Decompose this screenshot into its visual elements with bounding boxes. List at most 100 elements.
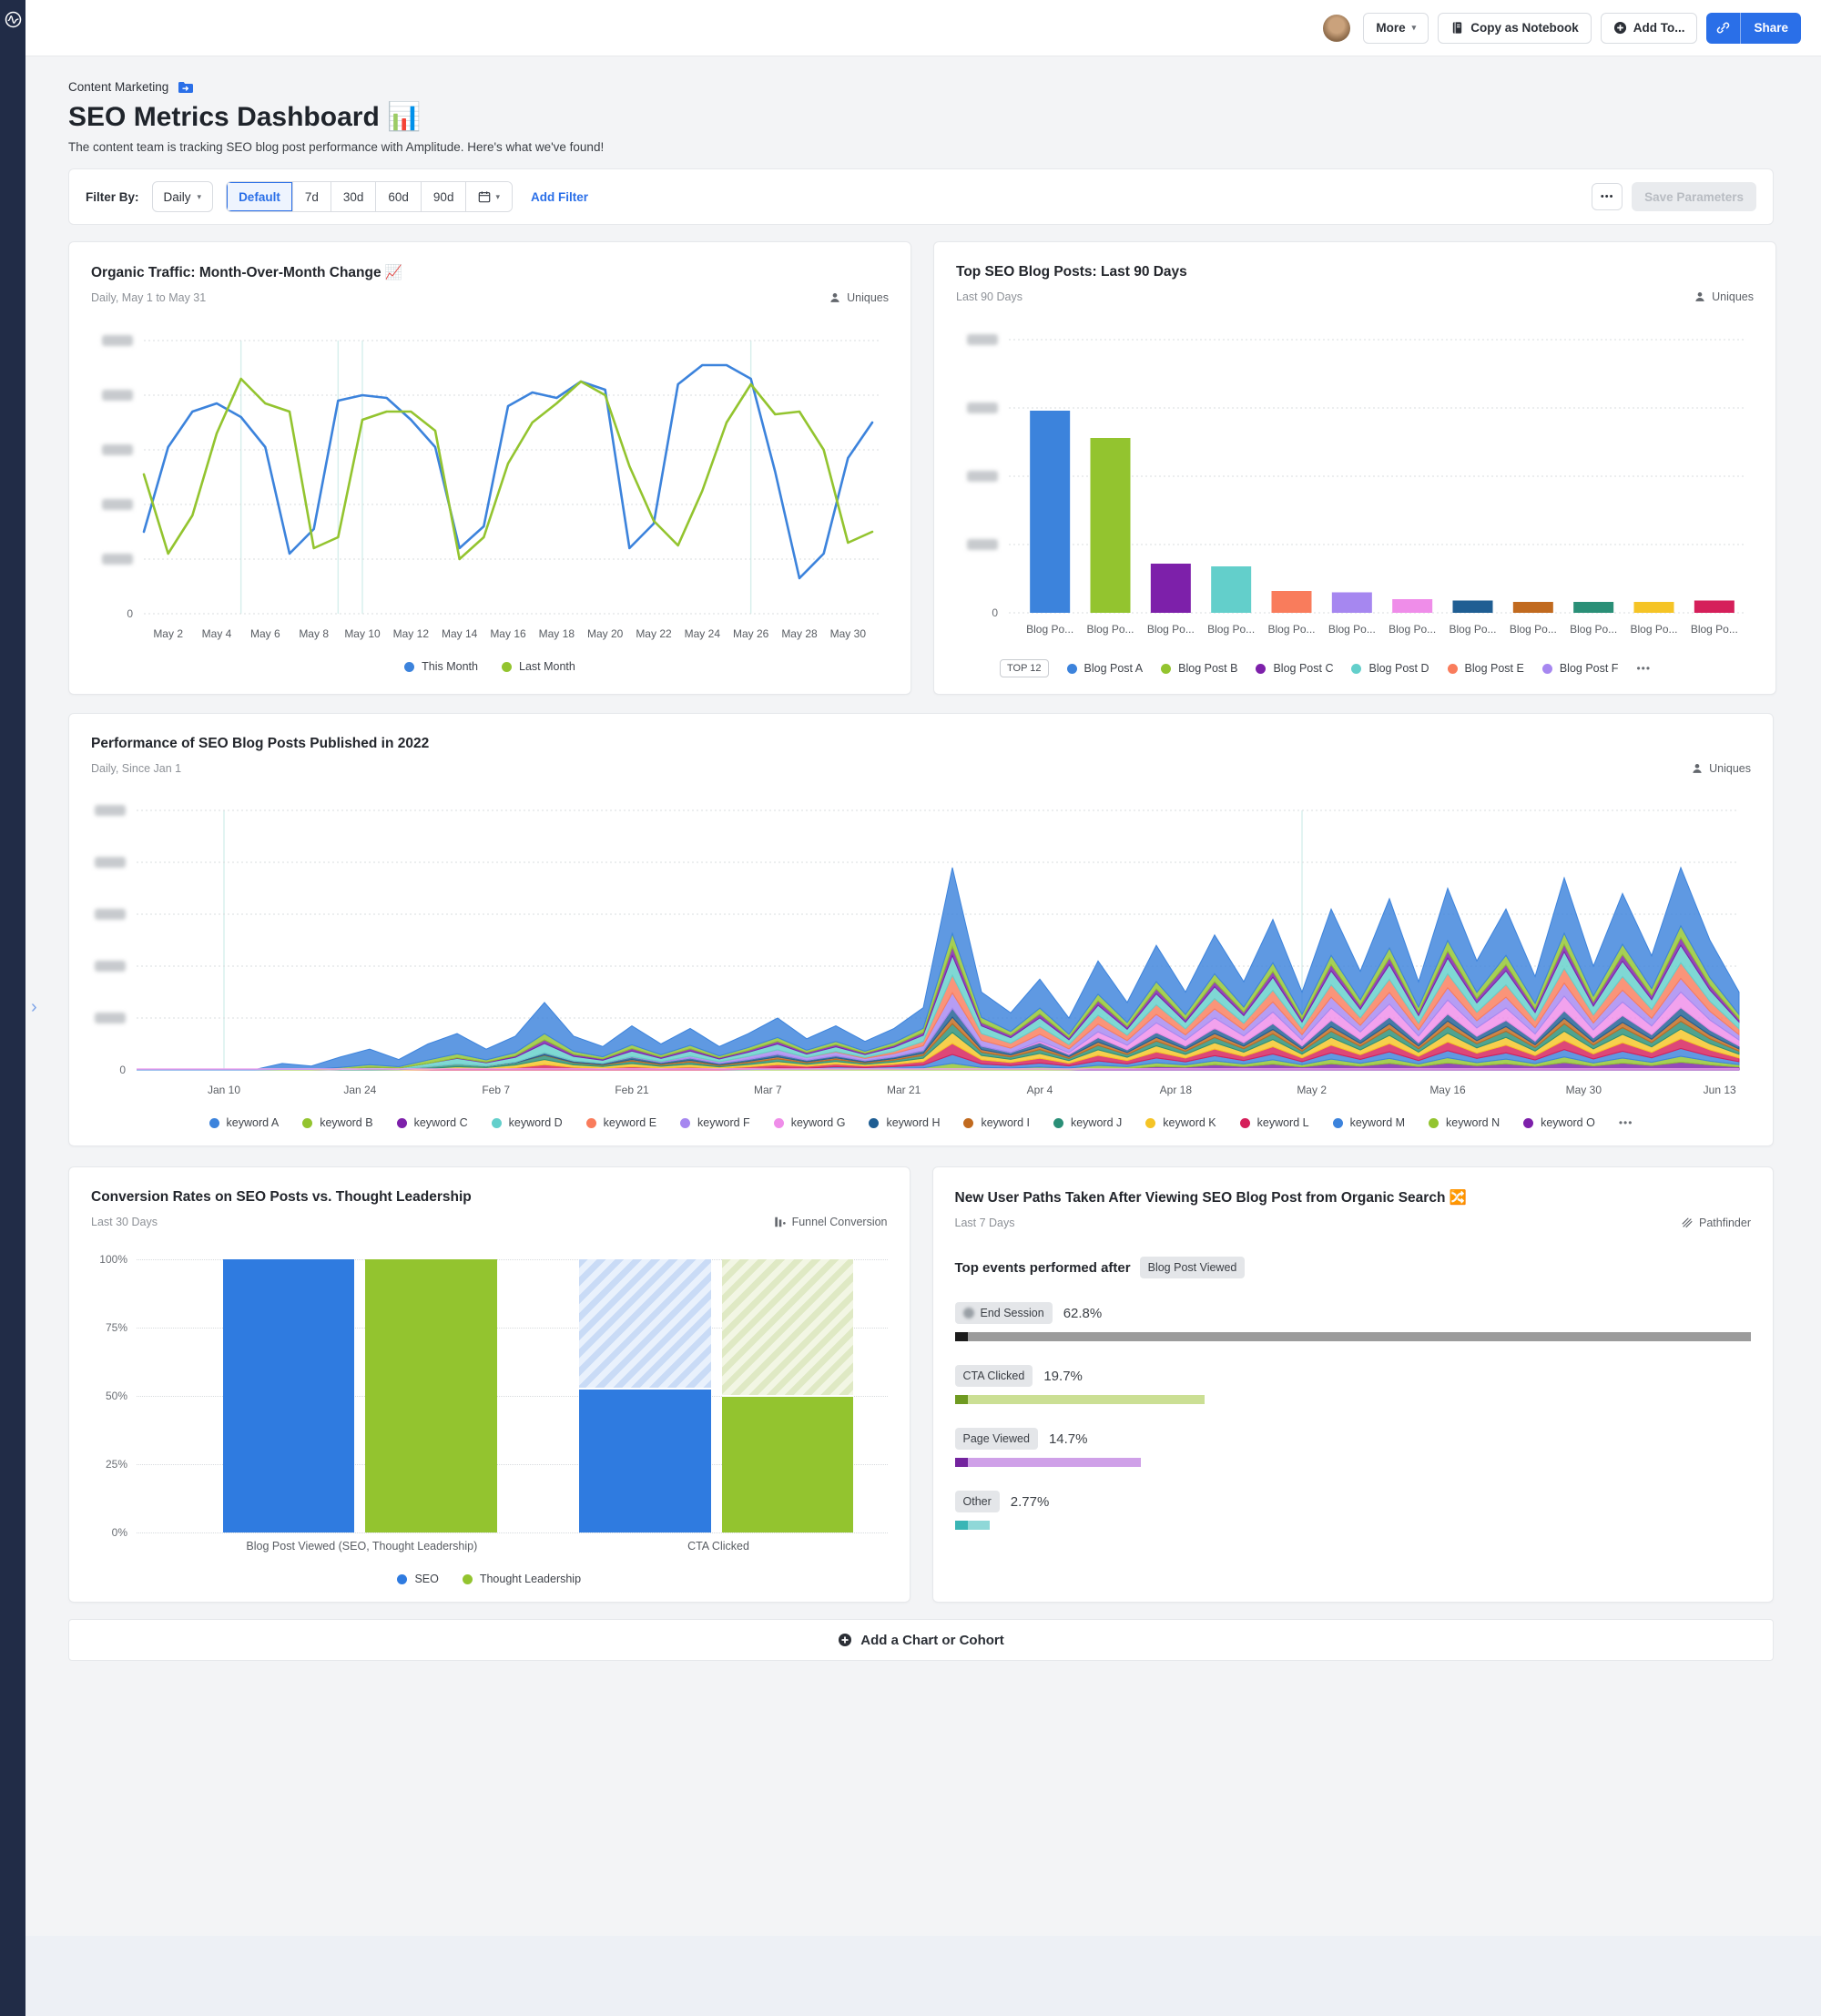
x-axis-label: Apr 4 — [1027, 1084, 1053, 1096]
legend-item[interactable]: Blog Post A — [1066, 662, 1143, 675]
breadcrumb-link[interactable]: Content Marketing — [68, 80, 169, 94]
metric-indicator[interactable]: Uniques — [829, 291, 889, 304]
funnel-bar[interactable] — [365, 1259, 497, 1532]
series-line-last-month[interactable] — [142, 377, 874, 561]
event-pill[interactable]: Page Viewed — [954, 1428, 1038, 1450]
custom-date-button[interactable]: ▾ — [466, 182, 512, 211]
bar-chart[interactable]: 0 Blog Po... Blog Po... Blog Po... Blog Po..… — [956, 323, 1754, 644]
legend-item[interactable]: SEO — [397, 1573, 439, 1585]
x-axis-label: Blog Po... — [1207, 623, 1255, 636]
legend-item[interactable]: keyword L — [1239, 1116, 1309, 1129]
breadcrumb: Content Marketing — [68, 80, 1774, 94]
legend-item[interactable]: Blog Post D — [1351, 662, 1429, 675]
y-axis-tick-redacted — [102, 444, 133, 455]
metric-indicator[interactable]: Uniques — [1691, 762, 1751, 775]
start-event-badge[interactable]: Blog Post Viewed — [1139, 1257, 1246, 1278]
legend-item[interactable]: keyword D — [491, 1116, 563, 1129]
bar[interactable] — [1030, 411, 1071, 613]
metric-indicator[interactable]: Pathfinder — [1681, 1217, 1751, 1229]
legend-item[interactable]: keyword G — [773, 1116, 845, 1129]
footer-band — [25, 1936, 1821, 2016]
event-pill[interactable]: End Session — [954, 1302, 1053, 1324]
range-60d-button[interactable]: 60d — [376, 182, 422, 211]
share-button[interactable]: Share — [1741, 12, 1801, 44]
chart-subtitle: Last 30 Days — [91, 1216, 158, 1228]
range-7d-button[interactable]: 7d — [292, 182, 331, 211]
legend-swatch — [1447, 663, 1458, 674]
legend-item[interactable]: keyword C — [396, 1116, 468, 1129]
bar[interactable] — [1694, 600, 1735, 614]
legend-item[interactable]: keyword N — [1429, 1116, 1500, 1129]
range-90d-button[interactable]: 90d — [421, 182, 467, 211]
add-chart-label: Add a Chart or Cohort — [860, 1632, 1004, 1648]
x-axis-label: Blog Po... — [1328, 623, 1376, 636]
more-button[interactable]: More ▾ — [1363, 12, 1429, 44]
y-axis-tick-redacted — [967, 334, 998, 345]
user-avatar[interactable] — [1323, 14, 1351, 42]
legend-item[interactable]: keyword J — [1053, 1116, 1122, 1129]
share-button-group: Share — [1706, 12, 1801, 44]
metric-indicator[interactable]: Funnel Conversion — [774, 1216, 888, 1228]
area-band-keyword-A[interactable] — [137, 866, 1740, 1071]
copy-as-notebook-button[interactable]: Copy as Notebook — [1438, 12, 1592, 44]
legend-overflow-button[interactable]: ••• — [1618, 1116, 1633, 1129]
legend-item[interactable]: keyword B — [302, 1116, 373, 1129]
copy-link-button[interactable] — [1706, 12, 1742, 44]
funnel-bar[interactable] — [222, 1259, 355, 1532]
funnel-chart[interactable]: 100% 75% 50% 25% 0% Blog Post Viewed (SEO, Th… — [91, 1253, 888, 1562]
legend-item[interactable]: Blog Post B — [1161, 662, 1237, 675]
add-to-button[interactable]: Add To... — [1600, 12, 1698, 44]
legend-overflow-button[interactable]: ••• — [1636, 662, 1652, 675]
bar[interactable] — [1452, 600, 1493, 614]
event-pill[interactable]: Other — [954, 1491, 1000, 1512]
top-header: More ▾ Copy as Notebook Add To... Share — [25, 0, 1821, 56]
expand-panel-chevron-icon[interactable]: › — [31, 997, 37, 1017]
legend-item[interactable]: keyword I — [963, 1116, 1030, 1129]
series-line-this-month[interactable] — [142, 363, 874, 580]
range-default-button[interactable]: Default — [227, 182, 293, 211]
bar[interactable] — [1211, 566, 1252, 613]
funnel-bar[interactable] — [579, 1259, 711, 1532]
bar[interactable] — [1271, 591, 1312, 613]
legend-item[interactable]: Blog Post C — [1256, 662, 1333, 675]
legend-item[interactable]: Last Month — [502, 660, 575, 673]
bar[interactable] — [1090, 438, 1131, 613]
funnel-bar[interactable] — [722, 1259, 854, 1532]
bar[interactable] — [1512, 602, 1553, 613]
event-pill[interactable]: CTA Clicked — [954, 1365, 1033, 1387]
legend-item[interactable]: keyword A — [209, 1116, 279, 1129]
line-chart[interactable]: 0 May 2 May 4 May 6 May 8 May 10 May 12 May 14 M… — [91, 324, 889, 645]
bar[interactable] — [1150, 564, 1191, 613]
path-percentage: 14.7% — [1048, 1431, 1088, 1447]
legend-item[interactable]: keyword E — [585, 1116, 656, 1129]
legend-item[interactable]: keyword O — [1523, 1116, 1595, 1129]
app-sidebar — [0, 0, 25, 2016]
amplitude-logo-icon[interactable] — [5, 11, 22, 28]
save-parameters-button[interactable]: Save Parameters — [1632, 182, 1756, 211]
legend-swatch — [963, 1117, 974, 1128]
x-axis-label: Mar 21 — [887, 1084, 921, 1096]
metric-indicator[interactable]: Uniques — [1694, 290, 1754, 303]
path-bar — [954, 1332, 1751, 1341]
legend-item[interactable]: keyword K — [1145, 1116, 1216, 1129]
bar[interactable] — [1331, 592, 1372, 614]
range-30d-button[interactable]: 30d — [331, 182, 377, 211]
interval-dropdown[interactable]: Daily ▾ — [151, 181, 214, 212]
legend-item[interactable]: keyword M — [1332, 1116, 1405, 1129]
bar[interactable] — [1392, 599, 1433, 613]
legend-item[interactable]: keyword F — [680, 1116, 750, 1129]
add-chart-or-cohort-button[interactable]: Add a Chart or Cohort — [68, 1619, 1774, 1661]
calendar-icon — [479, 191, 491, 203]
legend-item[interactable]: Blog Post E — [1447, 662, 1524, 675]
stacked-area-chart[interactable]: 0 Jan 10 Jan 24 Feb 7 Feb 21 Mar 7 Mar 21 Apr 4… — [91, 797, 1756, 1101]
legend-item[interactable]: This Month — [404, 660, 478, 673]
add-filter-link[interactable]: Add Filter — [530, 189, 588, 204]
legend-item[interactable]: keyword H — [869, 1116, 940, 1129]
folder-move-icon[interactable] — [178, 81, 194, 94]
bar[interactable] — [1633, 602, 1674, 613]
legend-item[interactable]: Blog Post F — [1541, 662, 1618, 675]
chart-card-top-posts: Top SEO Blog Posts: Last 90 Days Last 90… — [933, 241, 1776, 695]
legend-item[interactable]: Thought Leadership — [462, 1573, 581, 1585]
filter-more-button[interactable]: ••• — [1592, 183, 1623, 210]
bar[interactable] — [1573, 602, 1614, 613]
